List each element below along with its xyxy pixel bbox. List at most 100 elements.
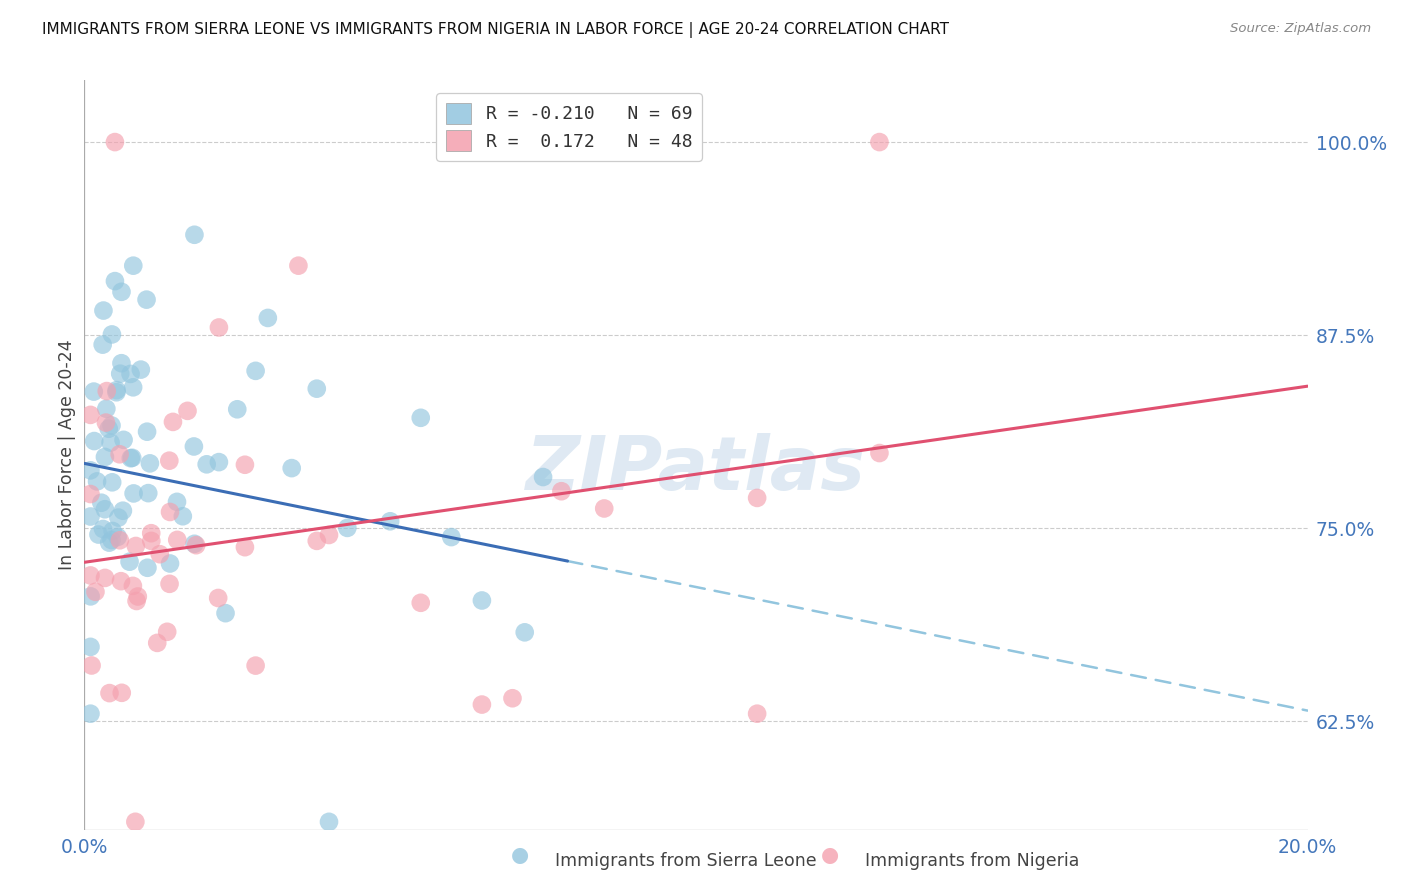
Point bbox=[110, 367, 132, 381]
Point bbox=[93, 303, 115, 318]
Point bbox=[207, 591, 229, 605]
Point bbox=[122, 579, 145, 593]
Point bbox=[162, 415, 184, 429]
Point bbox=[186, 538, 208, 552]
Point bbox=[79, 509, 101, 524]
Point bbox=[135, 293, 157, 307]
Point bbox=[84, 584, 107, 599]
Point bbox=[747, 706, 769, 721]
Text: ●: ● bbox=[821, 846, 838, 865]
Point bbox=[122, 486, 145, 500]
Point bbox=[94, 571, 117, 585]
Point bbox=[409, 410, 432, 425]
Point bbox=[159, 577, 181, 591]
Text: Immigrants from Nigeria: Immigrants from Nigeria bbox=[865, 852, 1078, 870]
Point bbox=[97, 422, 120, 436]
Point bbox=[141, 533, 163, 548]
Point bbox=[129, 362, 152, 376]
Point bbox=[157, 453, 180, 467]
Point bbox=[257, 310, 280, 325]
Point bbox=[380, 514, 402, 528]
Point bbox=[118, 555, 141, 569]
Point bbox=[107, 530, 129, 544]
Point bbox=[208, 455, 231, 469]
Point bbox=[593, 501, 616, 516]
Text: ZIPatlas: ZIPatlas bbox=[526, 434, 866, 507]
Point bbox=[100, 435, 122, 450]
Point bbox=[183, 440, 205, 454]
Point bbox=[110, 574, 132, 589]
Point bbox=[79, 706, 101, 721]
Point bbox=[166, 495, 188, 509]
Point bbox=[440, 530, 463, 544]
Point bbox=[136, 561, 159, 575]
Point bbox=[111, 686, 134, 700]
Point bbox=[107, 510, 129, 524]
Point bbox=[79, 640, 101, 654]
Point bbox=[94, 450, 117, 464]
Point bbox=[100, 418, 122, 433]
Point bbox=[96, 401, 118, 416]
Text: ●: ● bbox=[512, 846, 529, 865]
Point bbox=[80, 658, 103, 673]
Point bbox=[120, 451, 142, 466]
Point bbox=[245, 364, 267, 378]
Point bbox=[305, 382, 328, 396]
Point bbox=[122, 380, 145, 394]
Point bbox=[233, 540, 256, 554]
Point bbox=[305, 533, 328, 548]
Point bbox=[121, 450, 143, 465]
Point bbox=[94, 416, 117, 430]
Point bbox=[471, 593, 494, 607]
Point bbox=[101, 475, 124, 490]
Point bbox=[91, 522, 114, 536]
Point bbox=[287, 259, 309, 273]
Point bbox=[531, 470, 554, 484]
Point bbox=[96, 384, 118, 398]
Point bbox=[105, 385, 128, 400]
Point bbox=[120, 367, 142, 381]
Point bbox=[136, 425, 159, 439]
Point bbox=[104, 135, 127, 149]
Text: Source: ZipAtlas.com: Source: ZipAtlas.com bbox=[1230, 22, 1371, 36]
Point bbox=[125, 594, 148, 608]
Point bbox=[110, 356, 132, 370]
Point bbox=[98, 535, 121, 549]
Point bbox=[159, 557, 181, 571]
Point bbox=[83, 434, 105, 448]
Point bbox=[245, 658, 267, 673]
Legend: R = -0.210   N = 69, R =  0.172   N = 48: R = -0.210 N = 69, R = 0.172 N = 48 bbox=[436, 93, 702, 161]
Point bbox=[280, 461, 302, 475]
Point bbox=[156, 624, 179, 639]
Y-axis label: In Labor Force | Age 20-24: In Labor Force | Age 20-24 bbox=[58, 340, 76, 570]
Point bbox=[869, 135, 891, 149]
Point bbox=[172, 509, 194, 524]
Point bbox=[159, 505, 181, 519]
Point bbox=[471, 698, 494, 712]
Point bbox=[869, 446, 891, 460]
Point bbox=[90, 496, 112, 510]
Point bbox=[79, 408, 101, 422]
Point bbox=[214, 606, 236, 620]
Point bbox=[79, 568, 101, 582]
Point bbox=[139, 456, 162, 470]
Point bbox=[183, 227, 205, 242]
Point bbox=[108, 447, 131, 461]
Point bbox=[233, 458, 256, 472]
Point bbox=[183, 537, 205, 551]
Point bbox=[513, 625, 536, 640]
Point bbox=[111, 504, 134, 518]
Point bbox=[83, 384, 105, 399]
Point bbox=[91, 337, 114, 351]
Point bbox=[409, 596, 432, 610]
Point bbox=[550, 484, 572, 499]
Point bbox=[125, 539, 148, 553]
Point bbox=[176, 404, 198, 418]
Point bbox=[122, 259, 145, 273]
Point bbox=[101, 524, 124, 538]
Point bbox=[94, 502, 117, 516]
Point bbox=[104, 274, 127, 288]
Point bbox=[79, 487, 101, 501]
Point bbox=[502, 691, 524, 706]
Point bbox=[208, 320, 231, 334]
